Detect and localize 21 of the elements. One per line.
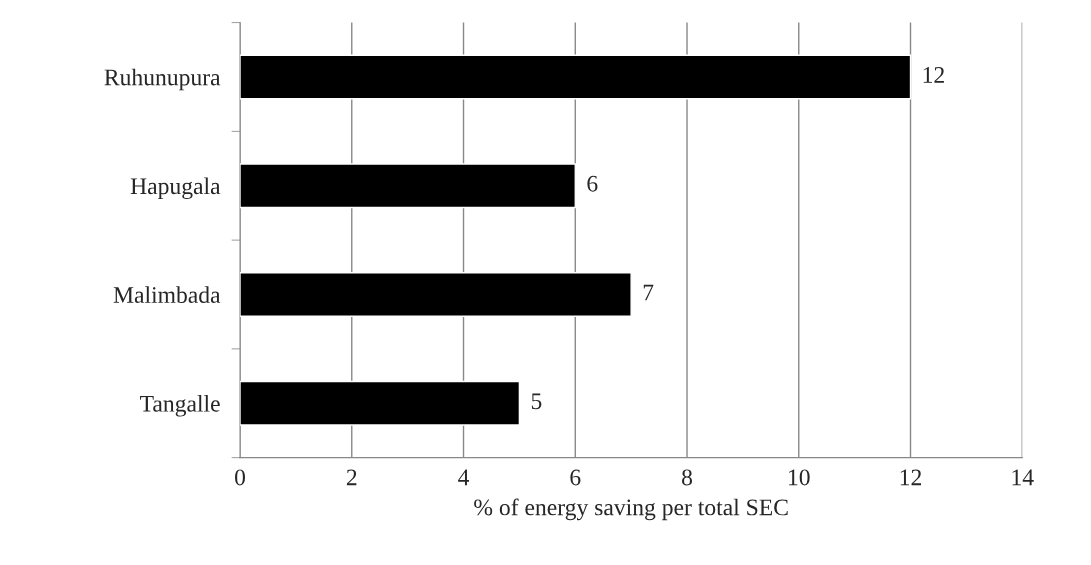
x-tick-label: 2 <box>346 469 357 486</box>
bar <box>240 380 521 426</box>
x-tick-label: 8 <box>682 469 693 486</box>
x-tick-label: 6 <box>570 469 581 486</box>
y-tick-label: Hapugala <box>130 177 221 200</box>
y-tick-label: Malimbada <box>113 286 221 303</box>
bar <box>240 163 576 209</box>
data-label: 5 <box>531 393 542 410</box>
data-label: 12 <box>923 67 944 83</box>
bar <box>240 54 912 100</box>
x-axis-title: % of energy saving per total SEC <box>474 498 788 521</box>
y-tick-label: Tangalle <box>140 395 220 417</box>
x-tick-label: 14 <box>1012 469 1034 486</box>
bar <box>240 272 632 317</box>
x-tick-label: 0 <box>235 469 246 486</box>
data-label: 7 <box>643 284 654 301</box>
y-tick-label: Ruhunupura <box>104 68 221 91</box>
x-tick-label: 10 <box>789 469 810 486</box>
x-tick-label: 4 <box>458 469 470 486</box>
x-tick-label: 12 <box>900 469 922 486</box>
data-label: 6 <box>587 175 598 192</box>
